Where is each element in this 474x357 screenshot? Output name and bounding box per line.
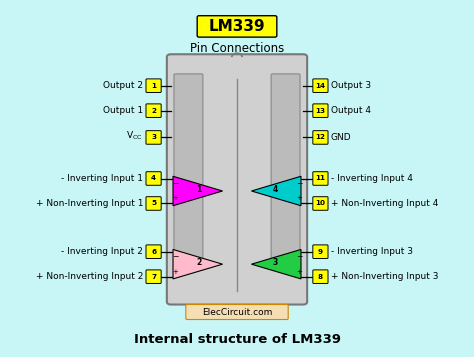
Text: 1: 1 — [196, 185, 202, 194]
Polygon shape — [251, 176, 301, 206]
Text: + Non-Inverting Input 4: + Non-Inverting Input 4 — [331, 199, 438, 208]
FancyBboxPatch shape — [167, 54, 307, 305]
FancyBboxPatch shape — [146, 79, 161, 92]
FancyBboxPatch shape — [146, 197, 161, 210]
FancyBboxPatch shape — [146, 270, 161, 283]
FancyBboxPatch shape — [313, 245, 328, 258]
Text: - Inverting Input 3: - Inverting Input 3 — [331, 247, 413, 256]
FancyBboxPatch shape — [313, 172, 328, 185]
Text: 3: 3 — [151, 135, 156, 140]
FancyBboxPatch shape — [313, 197, 328, 210]
Text: - Inverting Input 4: - Inverting Input 4 — [331, 174, 413, 183]
Text: + Non-Inverting Input 1: + Non-Inverting Input 1 — [36, 199, 143, 208]
FancyBboxPatch shape — [146, 245, 161, 258]
Text: LM339: LM339 — [209, 19, 265, 34]
FancyBboxPatch shape — [146, 131, 161, 144]
Text: Output 2: Output 2 — [103, 81, 143, 90]
Text: 11: 11 — [315, 176, 326, 181]
FancyBboxPatch shape — [313, 104, 328, 117]
Text: 9: 9 — [318, 249, 323, 255]
Text: 4: 4 — [272, 185, 278, 194]
FancyBboxPatch shape — [146, 172, 161, 185]
FancyBboxPatch shape — [146, 104, 161, 117]
Polygon shape — [173, 250, 222, 279]
Text: −: − — [172, 252, 178, 261]
Text: V$_\mathregular{CC}$: V$_\mathregular{CC}$ — [127, 130, 143, 142]
Text: −: − — [296, 252, 302, 261]
FancyBboxPatch shape — [186, 305, 288, 320]
Text: Pin Connections: Pin Connections — [190, 42, 284, 55]
Text: +: + — [296, 268, 302, 275]
Text: 10: 10 — [315, 201, 326, 206]
Text: - Inverting Input 2: - Inverting Input 2 — [61, 247, 143, 256]
Text: −: − — [172, 179, 178, 188]
Text: - Inverting Input 1: - Inverting Input 1 — [61, 174, 143, 183]
Text: 5: 5 — [151, 201, 156, 206]
FancyBboxPatch shape — [174, 74, 203, 260]
Text: GND: GND — [331, 133, 352, 142]
Text: Output 3: Output 3 — [331, 81, 371, 90]
Text: 6: 6 — [151, 249, 156, 255]
Text: −: − — [296, 179, 302, 188]
Text: Internal structure of LM339: Internal structure of LM339 — [134, 333, 340, 346]
Text: 4: 4 — [151, 176, 156, 181]
FancyBboxPatch shape — [313, 270, 328, 283]
FancyBboxPatch shape — [271, 74, 300, 260]
Text: 13: 13 — [315, 108, 326, 114]
Text: + Non-Inverting Input 2: + Non-Inverting Input 2 — [36, 272, 143, 281]
Text: 2: 2 — [151, 108, 156, 114]
Text: +: + — [296, 195, 302, 201]
Text: +: + — [172, 195, 178, 201]
Text: 2: 2 — [196, 258, 202, 267]
Text: + Non-Inverting Input 3: + Non-Inverting Input 3 — [331, 272, 438, 281]
Polygon shape — [173, 176, 222, 206]
Text: Output 1: Output 1 — [103, 106, 143, 115]
Text: Output 4: Output 4 — [331, 106, 371, 115]
Text: 14: 14 — [315, 83, 326, 89]
Text: ElecCircuit.com: ElecCircuit.com — [202, 307, 272, 317]
FancyBboxPatch shape — [197, 16, 277, 37]
Text: +: + — [172, 268, 178, 275]
Text: 8: 8 — [318, 274, 323, 280]
FancyBboxPatch shape — [313, 131, 328, 144]
Text: 7: 7 — [151, 274, 156, 280]
Text: 3: 3 — [272, 258, 278, 267]
FancyBboxPatch shape — [313, 79, 328, 92]
Text: 12: 12 — [315, 135, 326, 140]
Text: 1: 1 — [151, 83, 156, 89]
Polygon shape — [251, 250, 301, 279]
